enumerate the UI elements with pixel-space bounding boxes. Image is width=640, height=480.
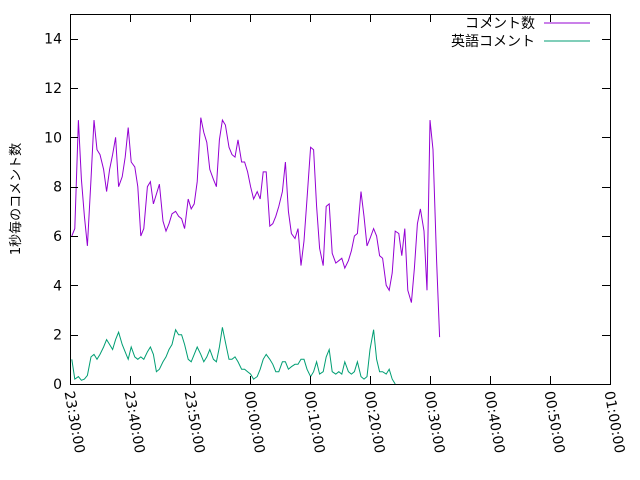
y-tick-label: 8	[53, 180, 62, 196]
legend-label-1: 英語コメント	[451, 33, 535, 50]
y-tick-label: 6	[53, 229, 62, 245]
y-tick-label: 0	[53, 377, 62, 393]
y-tick-label: 10	[44, 130, 62, 146]
legend-label-0: コメント数	[465, 16, 535, 32]
y-tick-label: 12	[44, 81, 62, 97]
series-line-0	[71, 117, 441, 338]
y-tick-label: 14	[44, 32, 62, 48]
y-tick-label: 4	[53, 278, 62, 294]
y-tick-label: 2	[53, 328, 62, 344]
series-layer	[71, 117, 441, 385]
plot-border	[70, 14, 611, 385]
series-line-1	[71, 327, 396, 385]
y-axis-label: 1秒毎のコメント数	[8, 143, 24, 255]
